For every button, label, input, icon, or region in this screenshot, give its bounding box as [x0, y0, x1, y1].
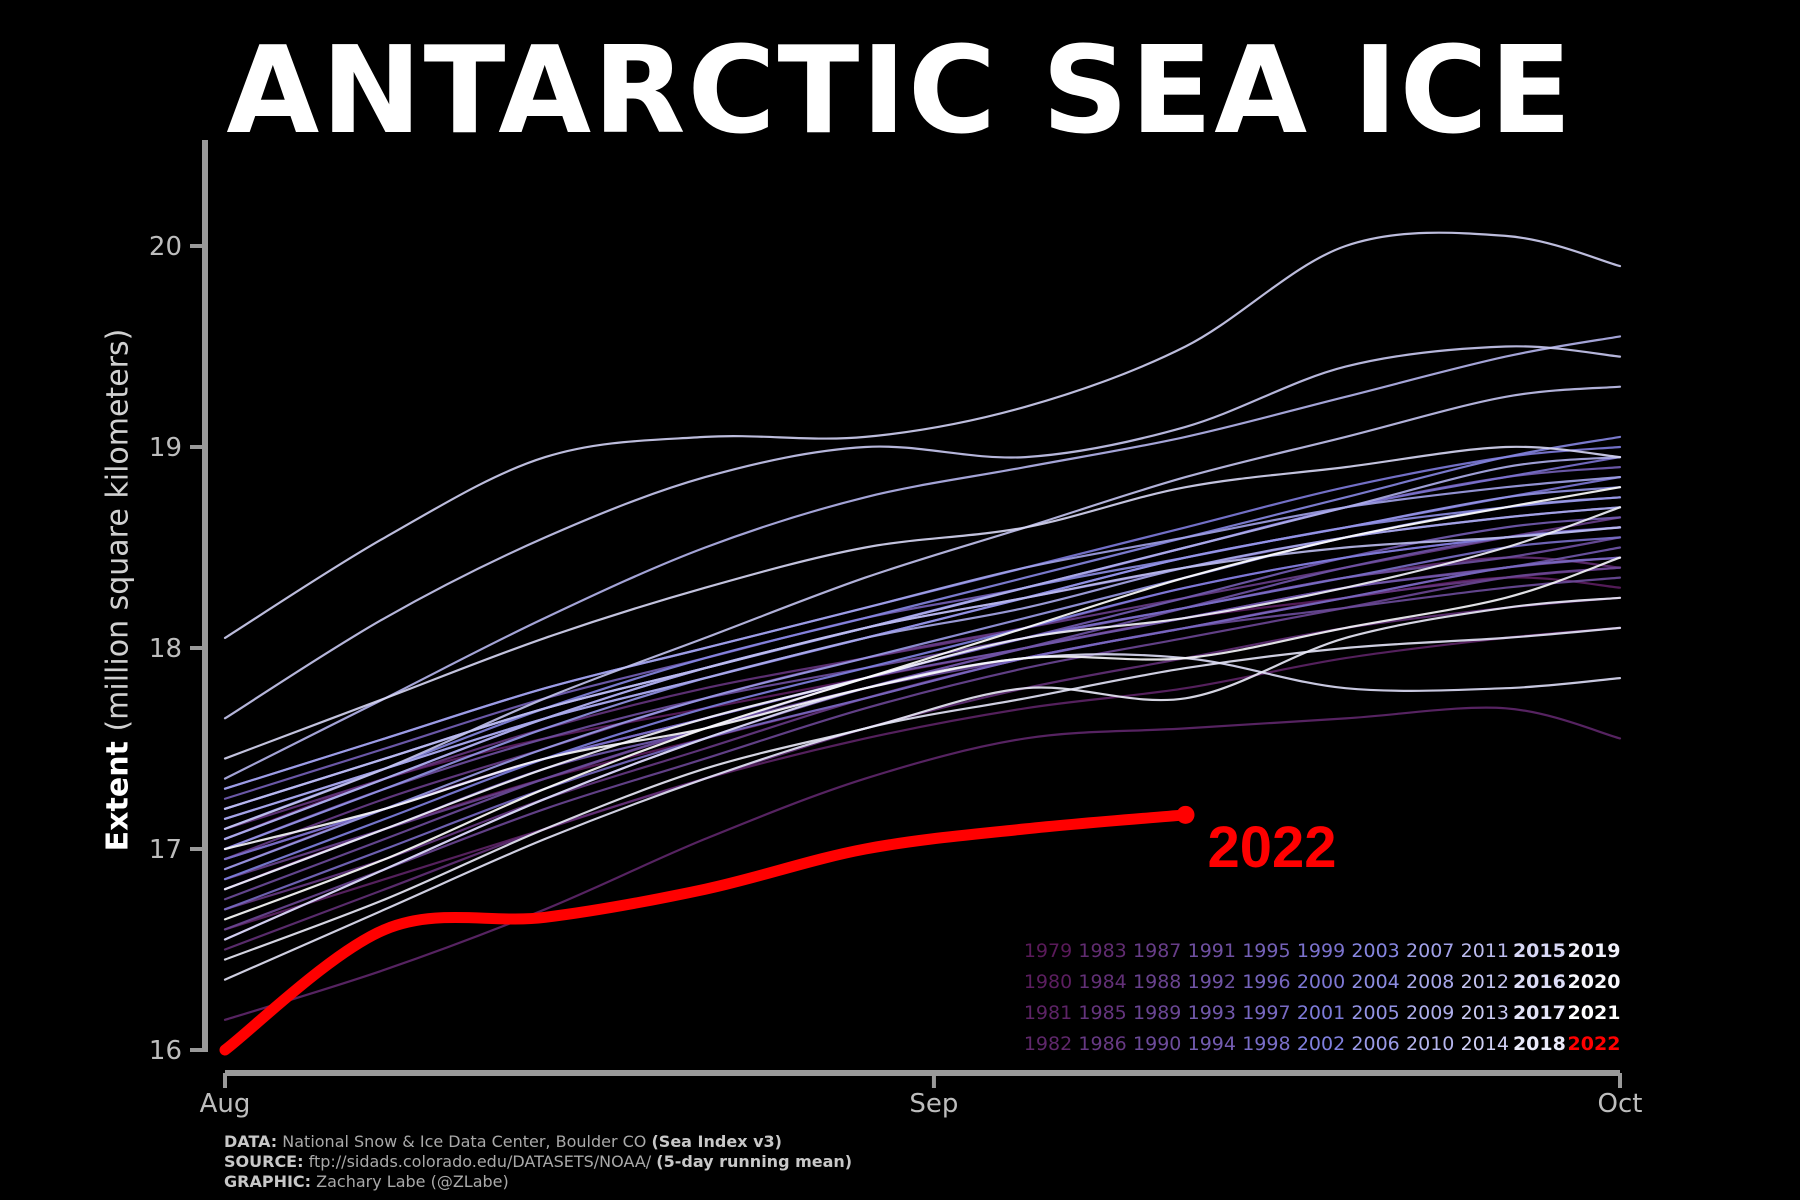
legend-item-2020: 2020	[1568, 971, 1621, 993]
series-line-1991	[223, 536, 1622, 851]
legend-item-2004: 2004	[1351, 971, 1399, 993]
legend-item-2011: 2011	[1461, 940, 1509, 962]
legend-item-2002: 2002	[1297, 1033, 1345, 1055]
legend-item-1997: 1997	[1242, 1002, 1290, 1024]
legend-item-1990: 1990	[1133, 1033, 1181, 1055]
legend-item-1980: 1980	[1024, 971, 1072, 993]
legend-item-1987: 1987	[1133, 940, 1181, 962]
credit-data: DATA: National Snow & Ice Data Center, B…	[224, 1132, 852, 1152]
legend-item-1993: 1993	[1188, 1002, 1236, 1024]
legend-item-1995: 1995	[1242, 940, 1290, 962]
legend-item-1985: 1985	[1078, 1002, 1126, 1024]
legend-item-1986: 1986	[1078, 1033, 1126, 1055]
y-tick-label-20: 20	[149, 232, 182, 262]
legend-item-2005: 2005	[1351, 1002, 1399, 1024]
legend-item-2012: 2012	[1461, 971, 1509, 993]
x-tick-label-Aug: Aug	[200, 1089, 251, 1119]
series-line-2017	[223, 626, 1622, 981]
series-line-1987	[223, 516, 1622, 861]
series-line-2012	[223, 385, 1622, 830]
legend-item-2022: 2022	[1568, 1033, 1621, 1055]
legend-item-2013: 2013	[1461, 1002, 1509, 1024]
credit-source: SOURCE: ftp://sidads.colorado.edu/DATASE…	[224, 1152, 852, 1172]
series-line-2022	[219, 809, 1191, 1056]
legend-item-1996: 1996	[1242, 971, 1290, 993]
legend-item-2008: 2008	[1406, 971, 1454, 993]
legend-item-1981: 1981	[1024, 1002, 1072, 1024]
legend-item-1988: 1988	[1133, 971, 1181, 993]
series-line-2013	[223, 345, 1622, 720]
highlight-label-2022: 2022	[1207, 815, 1336, 880]
legend-item-2009: 2009	[1406, 1002, 1454, 1024]
legend-item-2017: 2017	[1513, 1002, 1566, 1024]
chart-title: ANTARCTIC SEA ICE	[226, 22, 1574, 161]
legend-item-1989: 1989	[1133, 1002, 1181, 1024]
legend-item-2021: 2021	[1568, 1002, 1621, 1024]
credit-source-note: (5-day running mean)	[656, 1152, 853, 1171]
series-line-2020	[223, 556, 1622, 851]
legend-item-2010: 2010	[1406, 1033, 1454, 1055]
x-tick-label-Sep: Sep	[909, 1089, 958, 1119]
legend-item-1992: 1992	[1188, 971, 1236, 993]
series-line-1981	[223, 626, 1622, 931]
legend-item-2015: 2015	[1513, 940, 1566, 962]
series-line-1982	[223, 706, 1622, 1021]
credit-graphic: GRAPHIC: Zachary Labe (@ZLabe)	[224, 1172, 852, 1192]
series-line-2010	[223, 335, 1622, 780]
legend-item-1999: 1999	[1297, 940, 1345, 962]
series-line-2003	[223, 435, 1622, 830]
legend-item-1991: 1991	[1188, 940, 1236, 962]
legend-item-1983: 1983	[1078, 940, 1126, 962]
legend-item-1982: 1982	[1024, 1033, 1072, 1055]
legend-item-1994: 1994	[1188, 1033, 1236, 1055]
credit-data-key: DATA:	[224, 1132, 278, 1151]
series-line-1984	[223, 596, 1622, 951]
credit-data-note: (Sea Index v3)	[651, 1132, 782, 1151]
legend-item-2016: 2016	[1513, 971, 1566, 993]
y-tick-label-16: 16	[149, 1036, 182, 1066]
legend-item-2007: 2007	[1406, 940, 1454, 962]
series-line-1989	[223, 566, 1622, 931]
series-line-2005	[223, 486, 1622, 851]
legend-item-2019: 2019	[1568, 940, 1621, 962]
series-line-2015	[223, 445, 1622, 760]
legend-item-2018: 2018	[1513, 1033, 1566, 1055]
series-line-2016	[223, 653, 1622, 941]
legend-item-2003: 2003	[1351, 940, 1399, 962]
y-tick-label-17: 17	[149, 835, 182, 865]
legend-item-2014: 2014	[1461, 1033, 1509, 1055]
series-line-1997	[223, 556, 1622, 911]
series-line-1990	[223, 576, 1622, 901]
series-line-2002	[223, 526, 1622, 881]
y-tick-label-19: 19	[149, 433, 182, 463]
legend-item-1998: 1998	[1242, 1033, 1290, 1055]
series-line-2014	[223, 231, 1622, 640]
legend-item-1979: 1979	[1024, 940, 1072, 962]
credits: DATA: National Snow & Ice Data Center, B…	[224, 1132, 852, 1192]
credit-source-text: ftp://sidads.colorado.edu/DATASETS/NOAA/	[308, 1152, 652, 1171]
credit-data-text: National Snow & Ice Data Center, Boulder…	[282, 1132, 647, 1151]
legend-item-2000: 2000	[1297, 971, 1345, 993]
legend-item-2006: 2006	[1351, 1033, 1399, 1055]
legend-item-2001: 2001	[1297, 1002, 1345, 1024]
series-line-2018	[223, 596, 1622, 961]
legend: 1979 1983 1987 1991 1995 1999 2003 2007 2011 2015…	[1024, 940, 1621, 1055]
series-2022-endpoint	[1176, 805, 1195, 824]
series-lines: 2022	[219, 231, 1622, 1056]
series-line-2019	[223, 506, 1622, 891]
credit-source-key: SOURCE:	[224, 1152, 304, 1171]
x-tick-label-Oct: Oct	[1598, 1089, 1643, 1119]
y-tick-label-18: 18	[149, 634, 182, 664]
legend-item-1984: 1984	[1078, 971, 1126, 993]
series-line-2007	[223, 476, 1622, 790]
series-line-2009	[223, 456, 1622, 841]
credit-graphic-key: GRAPHIC:	[224, 1172, 312, 1191]
series-line-2021	[223, 486, 1622, 921]
axes: 16 17 18 19 20 Aug Sep Oct	[149, 140, 1643, 1119]
credit-graphic-text: Zachary Labe (@ZLabe)	[316, 1172, 509, 1191]
series-line-2008	[223, 506, 1622, 820]
